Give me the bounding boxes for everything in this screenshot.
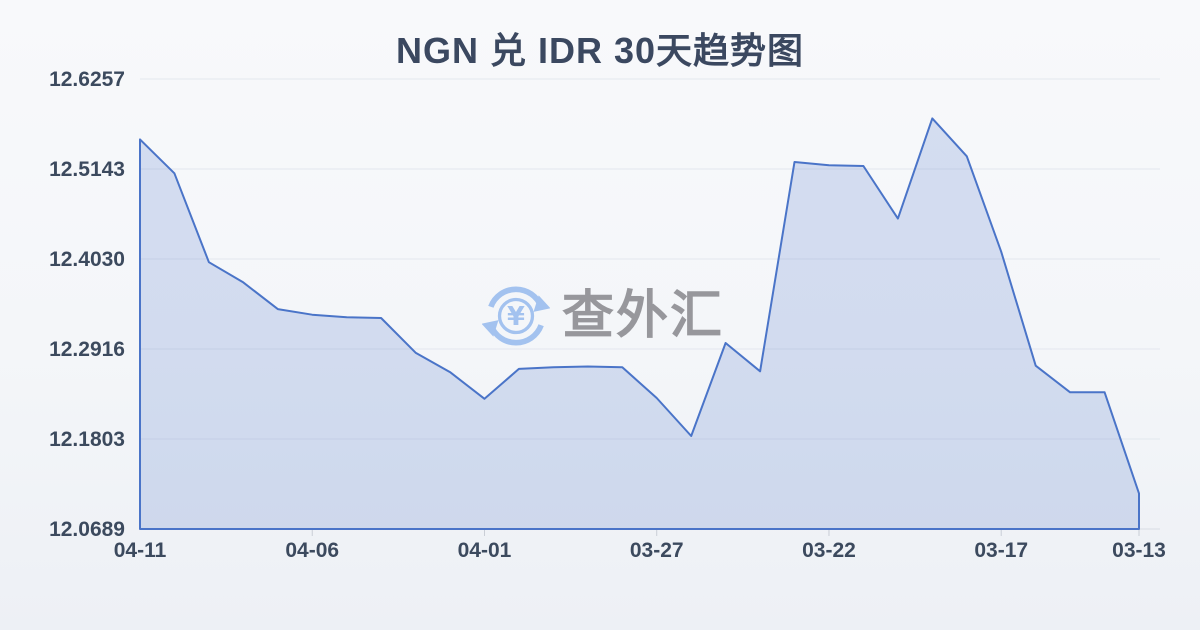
- x-axis-label: 04-06: [285, 539, 339, 562]
- chart-title: NGN 兑 IDR 30天趋势图: [395, 30, 805, 71]
- y-axis-label: 12.4030: [49, 248, 125, 271]
- y-axis-label: 12.6257: [49, 68, 125, 91]
- x-axis-label: 04-01: [458, 539, 512, 562]
- x-axis-label: 03-17: [974, 539, 1028, 562]
- y-axis-label: 12.5143: [49, 158, 125, 181]
- x-axis-label: 04-11: [114, 539, 167, 562]
- x-axis-label: 03-27: [630, 539, 684, 562]
- y-axis-label: 12.1803: [49, 428, 125, 451]
- x-axis-label: 03-13: [1112, 539, 1166, 562]
- y-axis-label: 12.2916: [49, 338, 125, 361]
- x-axis-label: 03-22: [802, 539, 856, 562]
- y-axis-label: 12.0689: [49, 518, 125, 541]
- area-series: [139, 117, 1140, 530]
